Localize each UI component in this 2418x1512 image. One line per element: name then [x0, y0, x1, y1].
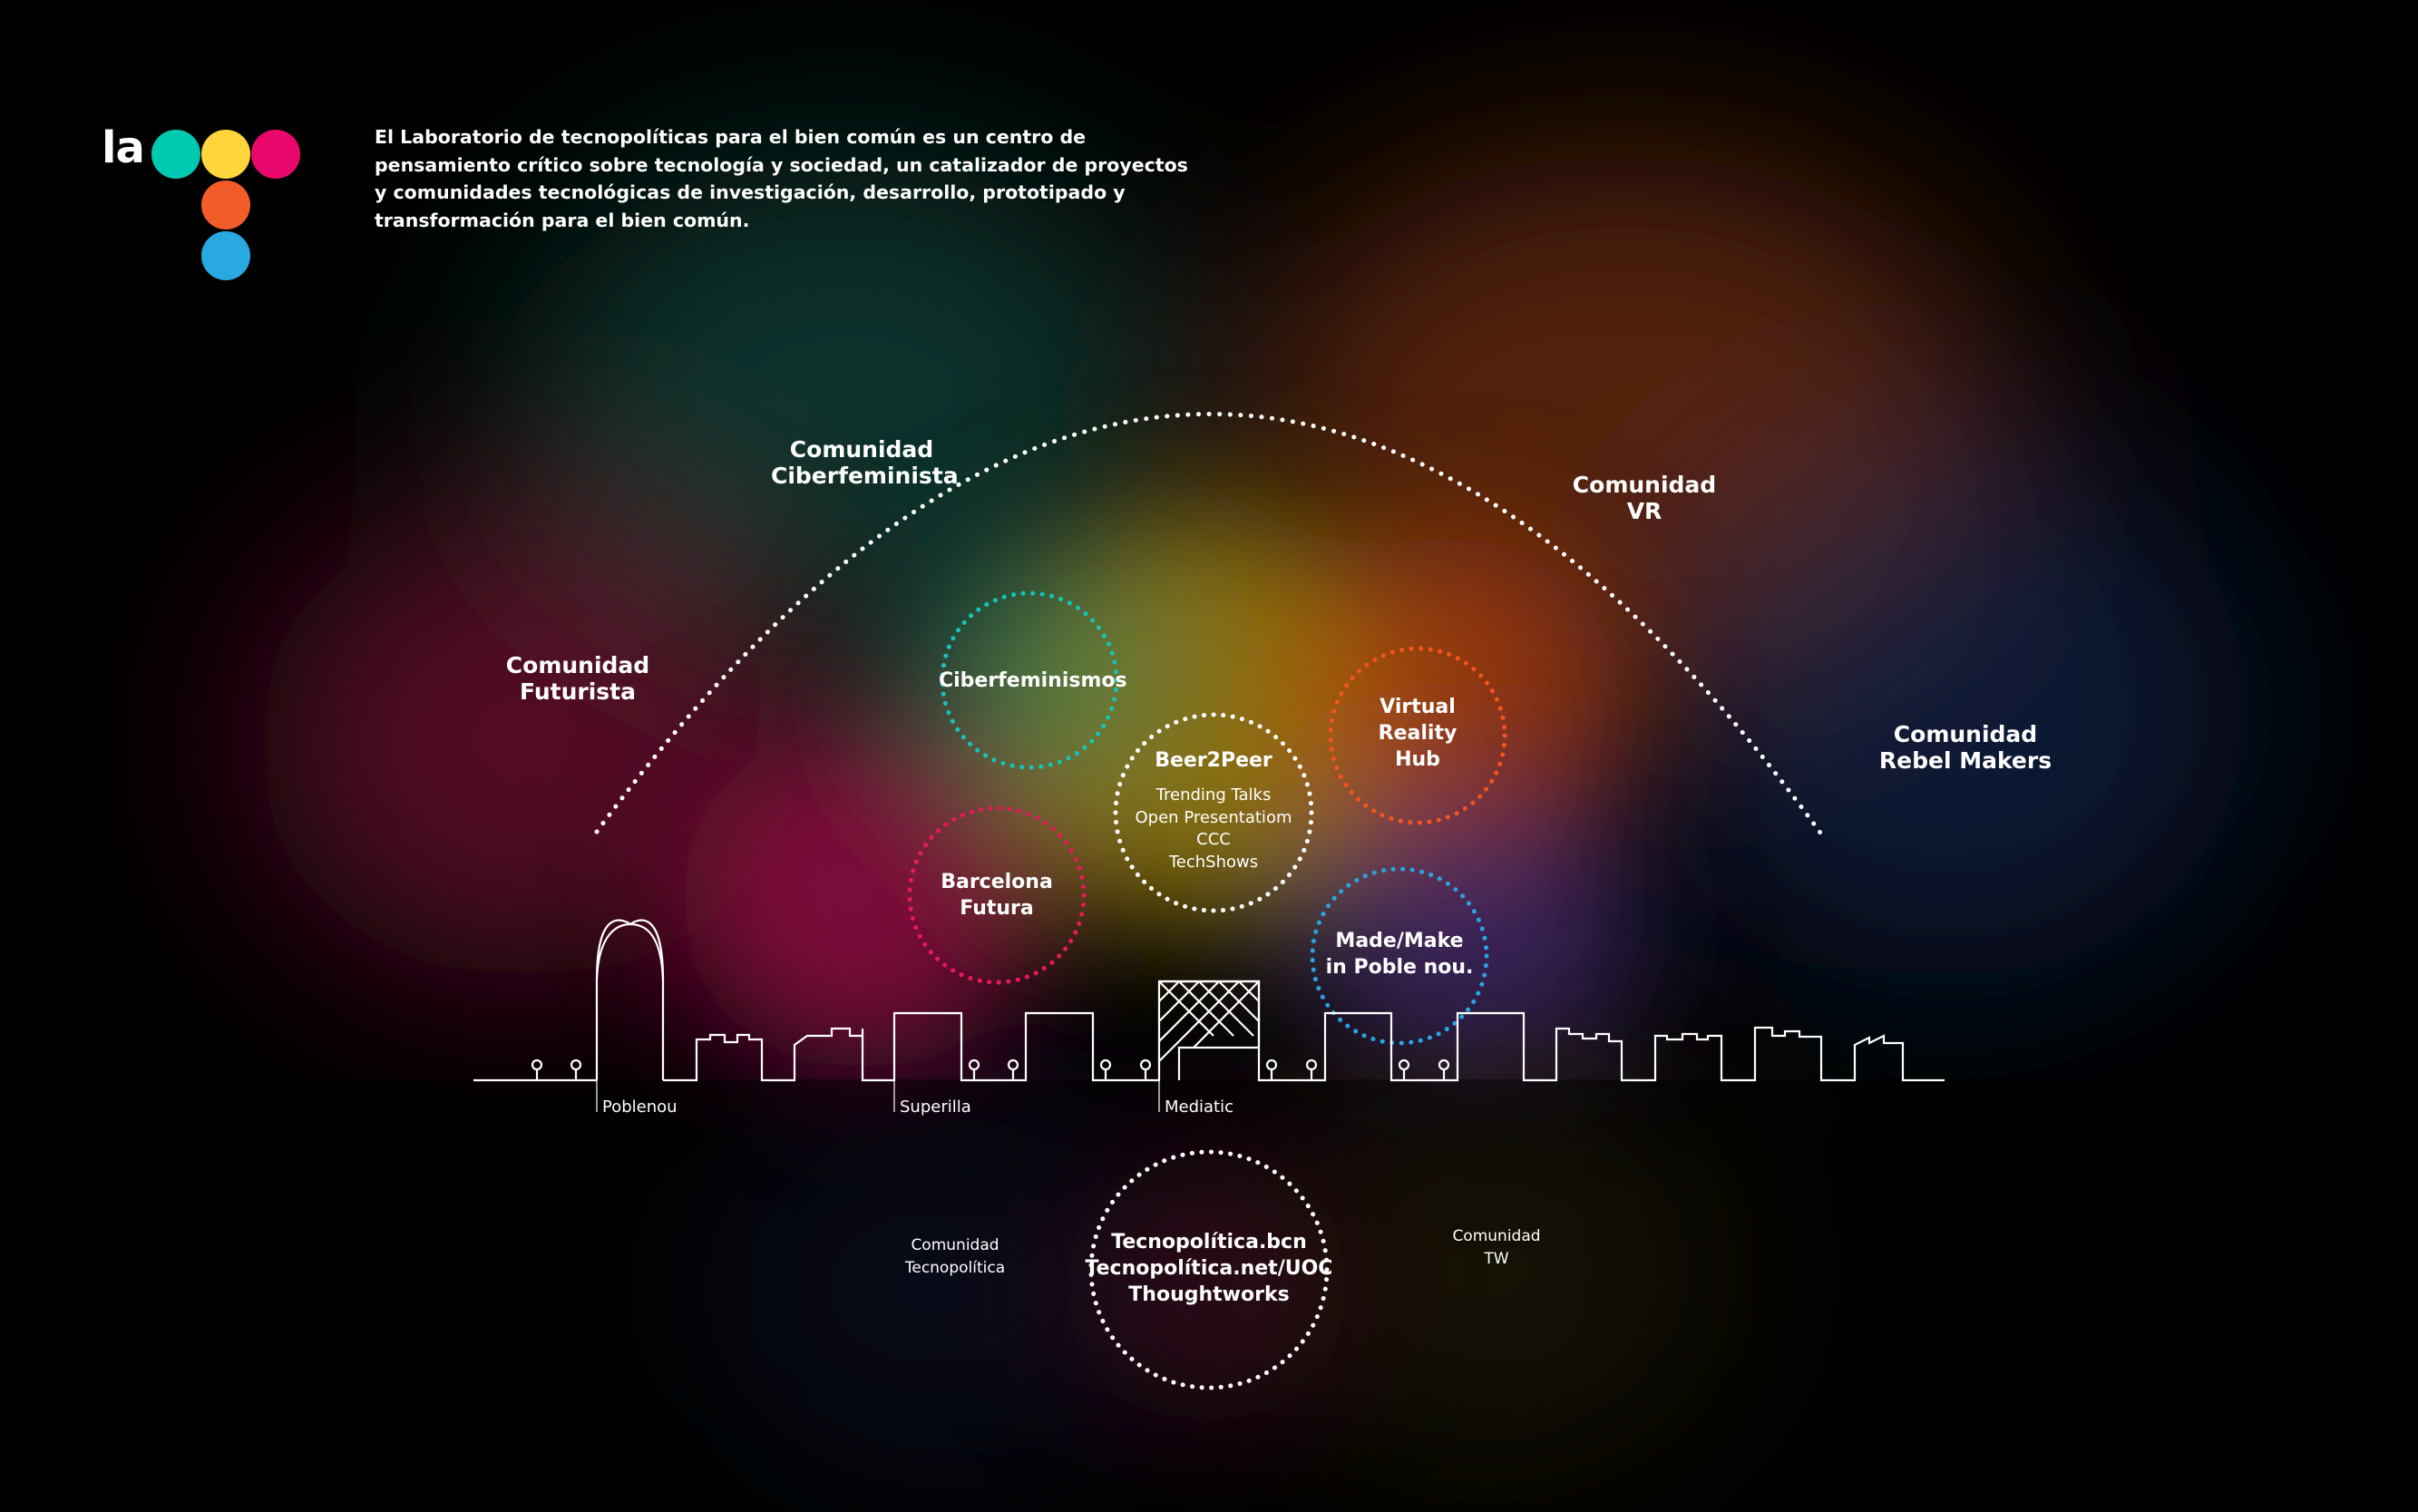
community-arc: [594, 412, 1828, 842]
location-ticks: [596, 1080, 1160, 1112]
barcelona-futura-circle: [907, 805, 1087, 985]
tecnopolitica-label: Tecnopolítica.bcn Tecnopolítica.net/UOC …: [1085, 1231, 1333, 1306]
skyline: [473, 919, 1945, 1112]
list-item: Trending Talks: [1155, 785, 1272, 805]
location-poblenou: Poblenou: [602, 1097, 678, 1117]
community-tecnopolitica-label: Comunidad Tecnopolítica: [904, 1236, 1006, 1277]
list-item: CCC: [1196, 830, 1231, 849]
beer2peer-items: Trending Talks Open Presentatiom CCC Tec…: [1123, 785, 1304, 873]
virtual-reality-label: Virtual Reality Hub: [1378, 696, 1458, 771]
intro-line: y comunidades tecnológicas de investigac…: [375, 181, 1126, 203]
glow-magenta-center: [680, 726, 1043, 1070]
community-vr-label: Comunidad VR: [1572, 472, 1717, 524]
glow-magenta-left: [254, 508, 798, 980]
community-ciberfeminista-label: Comunidad Ciberfeminista: [771, 436, 959, 489]
logo-dot-5: [201, 231, 250, 280]
beer2peer-circle: [1113, 712, 1314, 913]
intro-line: El Laboratorio de tecnopolíticas para el…: [375, 126, 1087, 148]
glow-bottom-magenta: [1061, 1152, 1351, 1424]
glow-teal: [517, 154, 1170, 626]
list-item: TechShows: [1168, 852, 1259, 872]
logo-wordmark: la: [102, 122, 145, 173]
made-make-label: Made/Make in Poble nou.: [1325, 930, 1474, 979]
glow-orange-center: [1279, 535, 1623, 880]
intro-line: pensamiento crítico sobre tecnología y s…: [375, 153, 1188, 176]
barcelona-futura-label: Barcelona Futura: [941, 871, 1053, 920]
intro-paragraph: El Laboratorio de tecnopolíticas para el…: [375, 123, 1188, 234]
logo-dot-1: [151, 130, 200, 179]
logo-dot-4: [201, 180, 250, 229]
ciberfeminismos-label: Ciberfeminismos: [939, 669, 1127, 692]
tecnopolitica-circle: [1088, 1149, 1330, 1390]
glow-bottom-gold: [1243, 1070, 1732, 1469]
community-rebel-makers-label: Comunidad Rebel Makers: [1878, 721, 2052, 774]
glow-violet: [1297, 798, 1642, 1070]
beer2peer-title: Beer2Peer: [1155, 749, 1272, 772]
mediatic-building: [1158, 980, 1261, 1080]
location-superilla: Superilla: [900, 1097, 971, 1117]
logo-dot-3: [251, 130, 300, 179]
location-mediatic: Mediatic: [1165, 1097, 1234, 1117]
made-make-circle: [1310, 866, 1489, 1046]
glow-blue-right: [1651, 435, 2249, 980]
virtual-reality-circle: [1328, 646, 1507, 825]
glow-bottom-blue: [707, 1107, 1179, 1469]
intro-line: transformación para el bien común.: [375, 209, 750, 231]
community-tw-label: Comunidad TW: [1452, 1227, 1541, 1268]
logo-dot-2: [201, 130, 250, 179]
community-futurista-label: Comunidad Futurista: [505, 652, 650, 705]
street-lamps: [531, 1058, 1450, 1080]
ciberfeminismos-circle: [940, 590, 1119, 770]
tower-building: [595, 919, 665, 1080]
list-item: Open Presentatiom: [1135, 807, 1292, 827]
